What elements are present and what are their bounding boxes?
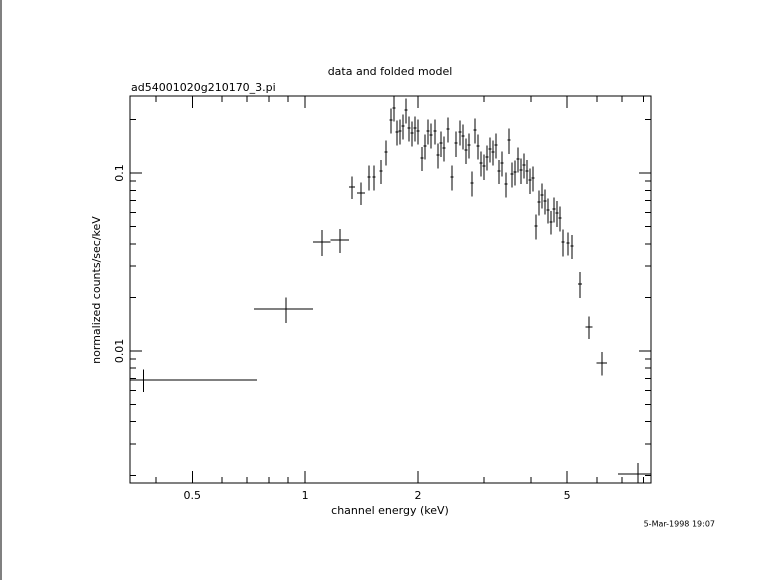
data-marks [130,96,651,483]
x-tick-label: 0.5 [184,489,202,502]
y-tick-label: 0.1 [113,164,126,182]
plot-frame [129,95,652,484]
chart-title: data and folded model [328,65,453,78]
y-tick-label: 0.01 [113,339,126,364]
x-tick-label: 5 [564,489,571,502]
x-tick-label: 1 [302,489,309,502]
file-name: ad54001020g210170_3.pi [131,81,276,94]
x-axis-label: channel energy (keV) [331,504,449,517]
x-tick-label: 2 [414,489,421,502]
y-axis-label: normalized counts/sec/keV [90,216,103,364]
timestamp: 5-Mar-1998 19:07 [644,520,715,529]
